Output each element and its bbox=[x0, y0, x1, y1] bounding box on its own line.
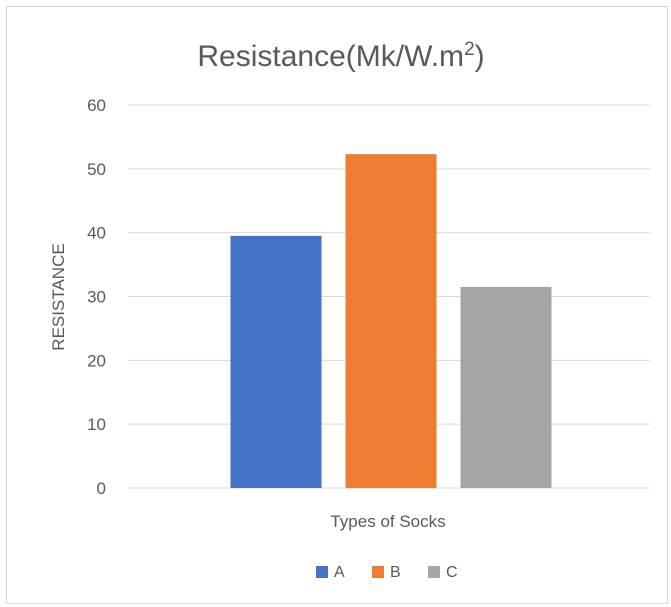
chart-title: Resistance(Mk/W.m2) bbox=[197, 39, 484, 73]
y-tick-label-40: 40 bbox=[87, 224, 106, 243]
legend-swatch-b bbox=[372, 566, 384, 578]
legend-swatch-a bbox=[316, 566, 328, 578]
bar-b bbox=[345, 154, 437, 488]
y-tick-label-60: 60 bbox=[87, 96, 106, 115]
y-tick-label-30: 30 bbox=[87, 288, 106, 307]
x-axis-title: Types of Socks bbox=[330, 512, 445, 531]
legend-label-a: A bbox=[334, 564, 345, 581]
y-tick-label-10: 10 bbox=[87, 415, 106, 434]
y-tick-label-20: 20 bbox=[87, 351, 106, 370]
chart-frame bbox=[6, 6, 668, 604]
y-axis-tick-labels: 0 10 20 30 40 50 60 bbox=[87, 96, 106, 498]
legend: A B C bbox=[316, 564, 458, 581]
legend-swatch-c bbox=[428, 566, 440, 578]
y-tick-label-0: 0 bbox=[97, 479, 106, 498]
y-axis-title: RESISTANCE bbox=[49, 243, 68, 350]
y-tick-label-50: 50 bbox=[87, 160, 106, 179]
legend-label-c: C bbox=[446, 564, 458, 581]
legend-label-b: B bbox=[390, 564, 401, 581]
bars bbox=[230, 154, 552, 488]
bar-c bbox=[460, 286, 552, 488]
bar-a bbox=[230, 235, 322, 488]
